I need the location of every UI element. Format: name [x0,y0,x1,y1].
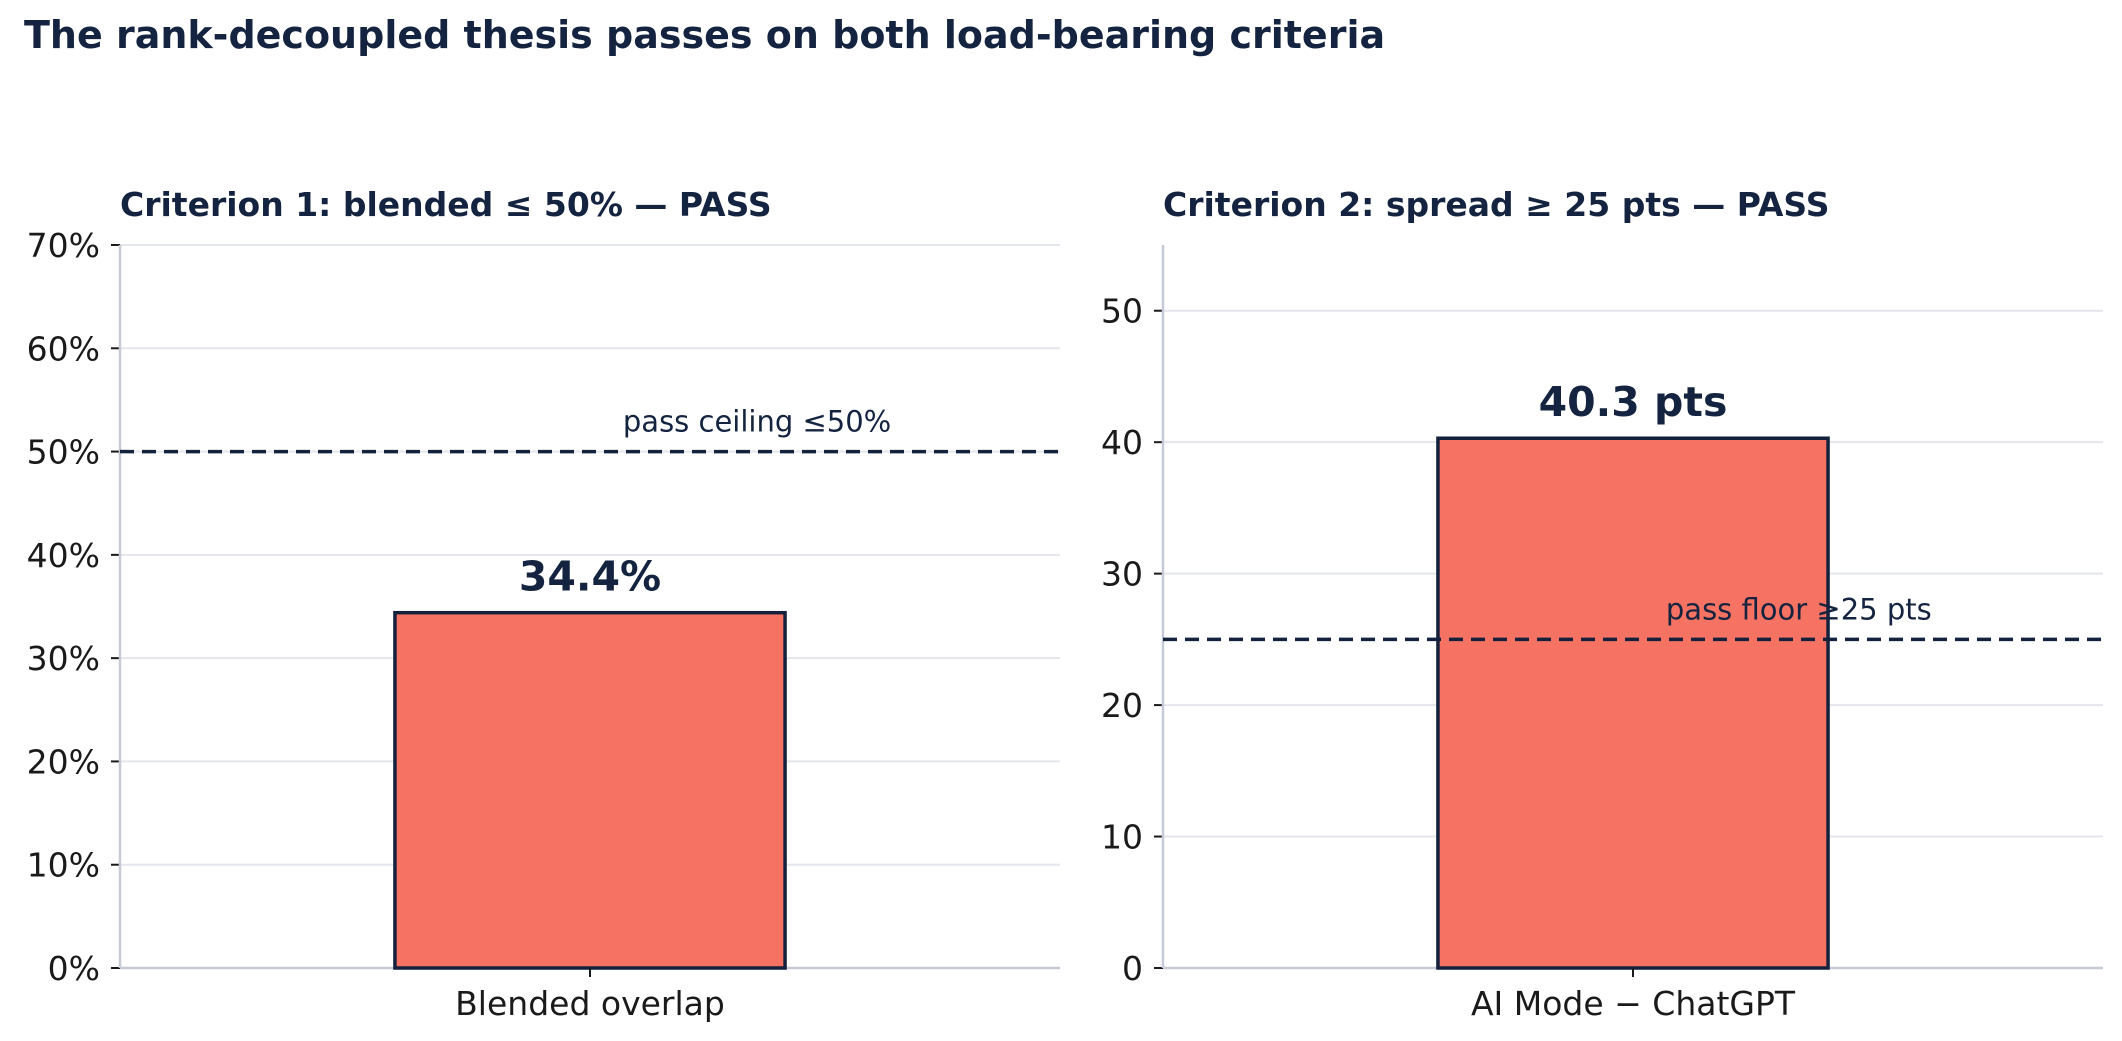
bar [393,610,787,970]
y-tick-label: 0% [48,949,100,988]
y-tick-label: 50% [27,433,100,472]
y-tick-label: 60% [27,329,100,368]
y-tick-label: 10% [27,846,100,885]
y-tick-label: 50 [1101,292,1143,331]
chart-panel-2: Criterion 2: spread ≥ 25 pts — PASS 0 10 20… [1101,185,2103,1023]
y-tick-label: 40 [1101,423,1143,462]
bar [1436,436,1830,970]
y-tick-label: 30% [27,639,100,678]
figure-title: The rank-decoupled thesis passes on both… [24,13,1385,57]
bar-value-label: 40.3 pts [1539,378,1728,426]
reference-line-label: pass floor ≥25 pts [1666,592,1932,626]
y-tick-label: 10 [1101,818,1143,857]
y-tick-label: 20% [27,742,100,781]
y-tick-label: 30 [1101,555,1143,594]
chart-panels: Criterion 1: blended ≤ 50% — PASS 0% 10% 20… [27,185,2103,1023]
chart-panel-1: Criterion 1: blended ≤ 50% — PASS 0% 10% 20… [27,185,1060,1023]
y-tick-label: 40% [27,536,100,575]
bar-value-label: 34.4% [519,553,661,601]
y-tick-label: 20 [1101,686,1143,725]
reference-line-label: pass ceiling ≤50% [623,405,891,439]
y-tick-label: 70% [27,226,100,265]
panel-title: Criterion 1: blended ≤ 50% — PASS [120,185,772,224]
panel-title: Criterion 2: spread ≥ 25 pts — PASS [1163,185,1829,224]
x-tick-label: Blended overlap [455,984,725,1023]
y-tick-label: 0 [1122,949,1143,988]
x-tick-label: AI Mode − ChatGPT [1471,984,1796,1023]
